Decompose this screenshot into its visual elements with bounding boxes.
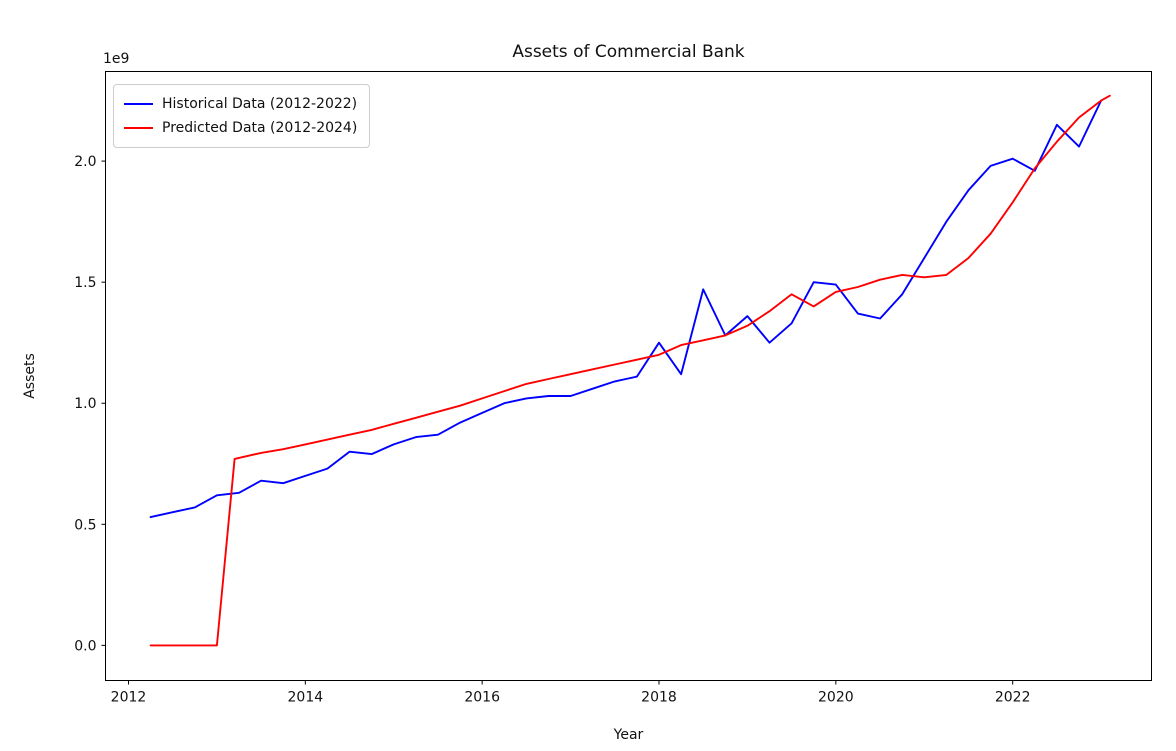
historical-line-swatch [124,103,153,105]
y-tick-label: 0.5 [74,517,96,533]
x-tick-label: 2022 [995,690,1031,706]
legend-item-historical: Historical Data (2012-2022) [124,92,357,116]
predicted-line-swatch [124,127,153,129]
x-tick-label: 2020 [818,690,854,706]
x-axis-label: Year [613,727,644,743]
axes-spines [105,71,1152,681]
y-tick-label: 0.0 [74,638,96,654]
y-axis-label: Assets [22,353,38,399]
y-tick-label: 1.0 [74,396,96,412]
x-tick-label: 2018 [641,690,677,706]
y-axis-offset-label: 1e9 [103,51,130,67]
x-tick-label: 2012 [111,690,147,706]
chart-title: Assets of Commercial Bank [512,42,745,62]
x-tick-label: 2016 [464,690,500,706]
legend-label-historical: Historical Data (2012-2022) [162,96,358,112]
y-tick-label: 1.5 [74,275,96,291]
historical-data-line [149,99,1103,519]
predicted-data-line [149,94,1111,647]
x-tick-label: 2014 [288,690,324,706]
legend: Historical Data (2012-2022) Predicted Da… [113,84,371,148]
legend-label-predicted: Predicted Data (2012-2024) [162,120,358,136]
y-tick-label: 2.0 [74,154,96,170]
legend-item-predicted: Predicted Data (2012-2024) [124,116,357,140]
